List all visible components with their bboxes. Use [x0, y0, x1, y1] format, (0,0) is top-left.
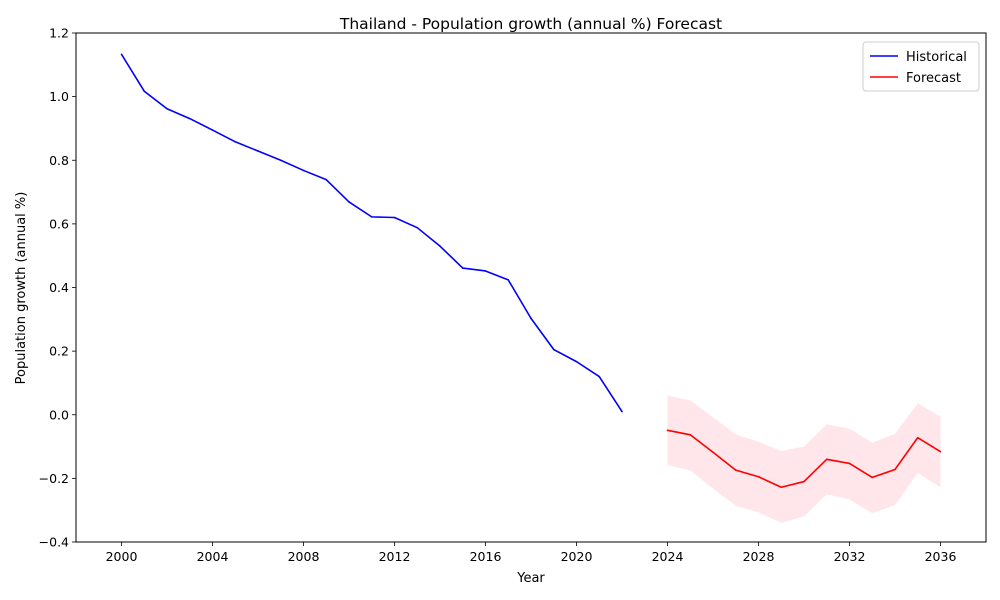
y-tick-label: 0.4: [49, 280, 69, 295]
data-point-forecast: [916, 436, 919, 439]
y-tick-label: 0.6: [49, 216, 69, 231]
series-line-historical: [120, 53, 623, 413]
legend-label-historical: Historical: [906, 50, 967, 65]
data-point-historical: [530, 317, 532, 320]
y-tick-label: −0.2: [39, 471, 69, 486]
x-tick-label: 2036: [925, 549, 957, 564]
data-point-historical: [166, 107, 168, 110]
data-point-forecast: [689, 433, 692, 436]
data-point-historical: [120, 53, 123, 56]
x-axis: 2000 2004 2008 2012 2016 2020 2024 2028 2032 2036: [106, 542, 957, 564]
y-axis-title: Population growth (annual %): [14, 192, 29, 385]
chart-title: Thailand - Population growth (annual %) …: [339, 15, 722, 33]
data-point-historical: [621, 410, 623, 413]
data-point-historical: [188, 117, 191, 120]
data-point-historical: [211, 129, 214, 131]
data-point-historical: [416, 226, 419, 229]
forecast-confidence-band: [667, 395, 941, 523]
y-tick-label: 1.0: [49, 89, 69, 104]
data-point-forecast: [939, 450, 942, 453]
data-point-forecast: [803, 480, 805, 483]
data-point-forecast: [894, 468, 896, 471]
data-point-forecast: [780, 486, 783, 489]
data-point-historical: [325, 178, 328, 181]
data-point-historical: [598, 375, 601, 378]
data-point-forecast: [825, 458, 828, 461]
data-point-historical: [552, 348, 555, 351]
x-tick-label: 2016: [470, 549, 502, 564]
data-point-historical: [279, 159, 282, 162]
data-point-historical: [575, 360, 578, 363]
y-tick-label: −0.4: [39, 535, 69, 550]
data-point-forecast: [734, 469, 737, 471]
data-point-historical: [143, 90, 146, 93]
x-axis-title: Year: [516, 571, 545, 586]
data-point-historical: [393, 216, 396, 219]
data-point-forecast: [757, 475, 760, 478]
y-tick-label: 0.8: [49, 153, 69, 168]
data-point-historical: [439, 245, 441, 247]
y-tick-label: 0.0: [49, 407, 69, 422]
data-point-historical: [234, 141, 237, 143]
data-point-historical: [302, 169, 305, 172]
data-point-forecast: [712, 451, 714, 454]
x-tick-label: 2000: [106, 549, 138, 564]
x-tick-label: 2032: [834, 549, 866, 564]
x-tick-label: 2012: [379, 549, 411, 564]
x-tick-label: 2028: [743, 549, 775, 564]
data-point-historical: [484, 270, 487, 272]
data-point-historical: [348, 201, 350, 203]
x-tick-label: 2008: [288, 549, 320, 564]
x-tick-label: 2004: [197, 549, 229, 564]
legend-label-forecast: Forecast: [906, 71, 961, 86]
x-tick-label: 2020: [561, 549, 593, 564]
plot-area: [120, 53, 942, 523]
y-tick-label: 1.2: [49, 26, 69, 41]
legend: Historical Forecast: [862, 41, 980, 92]
data-point-historical: [507, 279, 510, 281]
data-point-forecast: [871, 476, 874, 479]
data-point-historical: [257, 150, 259, 152]
data-point-forecast: [666, 429, 669, 432]
y-tick-label: 0.2: [49, 344, 69, 359]
y-axis: −0.4 −0.2 0.0 0.2 0.4 0.6 0.8 1.0 1.2: [39, 26, 76, 550]
legend-frame: [862, 41, 980, 92]
x-tick-label: 2024: [652, 549, 684, 564]
data-point-historical: [461, 267, 464, 269]
data-point-historical: [370, 216, 373, 218]
data-point-forecast: [848, 462, 851, 465]
